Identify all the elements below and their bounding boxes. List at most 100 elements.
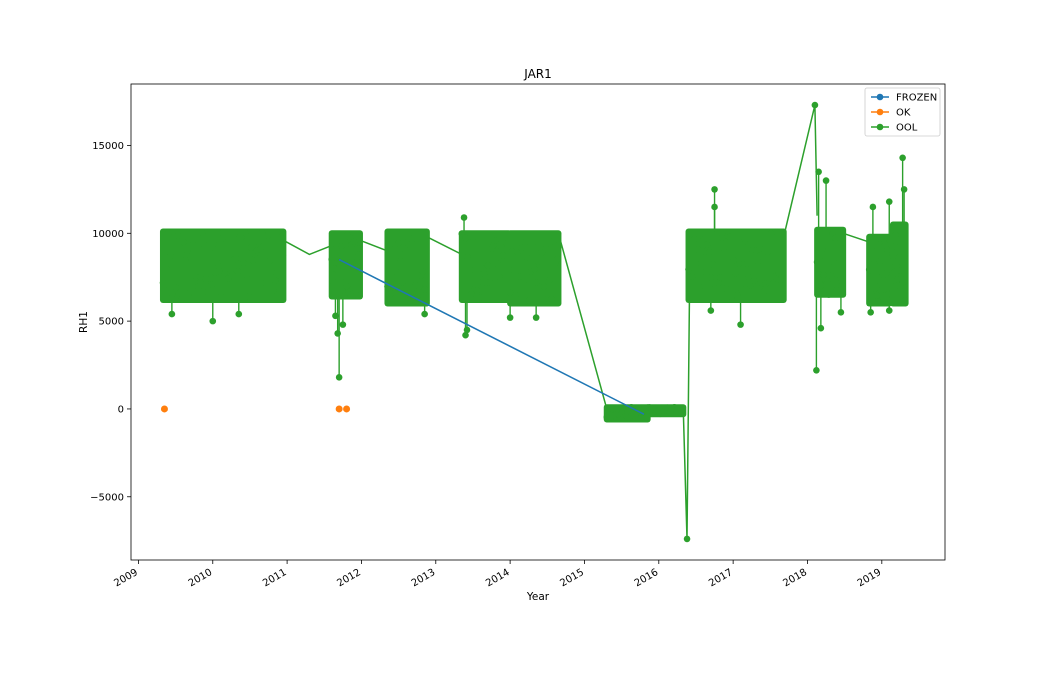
ool-point	[813, 258, 821, 266]
ool-point	[751, 277, 758, 284]
x-axis-title: Year	[526, 591, 550, 603]
ool-point	[520, 279, 527, 286]
legend-marker	[876, 123, 884, 131]
x-tick-label: 2019	[856, 567, 884, 589]
x-axis: 2009 2010 2011 2012 2013 2014 2015 2016 2017 2018…	[112, 560, 883, 589]
ool-point	[692, 260, 700, 268]
ool-point	[208, 281, 215, 288]
ool-point	[825, 291, 833, 298]
ool-point	[419, 268, 427, 276]
ool-point	[892, 231, 899, 239]
x-tick-label: 2017	[707, 567, 735, 589]
ool-point	[870, 260, 878, 268]
ool-point	[402, 287, 410, 294]
ool-connector	[283, 239, 332, 256]
ool-point	[351, 238, 358, 245]
ool-point	[711, 285, 719, 293]
ool-point	[900, 226, 907, 233]
ool-point	[242, 229, 249, 237]
ool-point	[553, 255, 561, 263]
ool-point	[161, 281, 169, 289]
ool-point	[722, 285, 730, 292]
ool-point	[683, 535, 691, 543]
ok-point	[343, 405, 351, 413]
ool-point	[833, 286, 840, 294]
legend-box	[864, 87, 941, 137]
ool-point	[506, 314, 514, 321]
ool-point	[626, 414, 633, 422]
ool-point	[550, 238, 557, 245]
ool-point	[463, 326, 471, 334]
ool-point	[811, 101, 819, 109]
ool-point	[867, 309, 874, 316]
x-tick-label: 2014	[484, 567, 512, 589]
ool-point	[700, 236, 707, 243]
y-axis: −5000 0 5000 10000 15000	[90, 141, 131, 503]
ool-point	[506, 289, 514, 297]
ool-point	[521, 238, 529, 246]
ool-point	[637, 414, 644, 422]
series-ool	[159, 101, 909, 543]
ool-point	[705, 248, 713, 256]
ool-point	[499, 252, 507, 259]
ool-point	[270, 287, 277, 294]
ool-point	[335, 260, 343, 267]
legend-label: OK	[896, 108, 911, 119]
ool-point	[881, 241, 889, 249]
ool-point	[715, 279, 722, 287]
ool-point	[531, 265, 538, 273]
ool-point	[247, 244, 255, 251]
ool-point	[535, 258, 542, 265]
ool-point	[467, 290, 475, 298]
ool-point	[387, 290, 395, 297]
ool-point	[494, 260, 501, 267]
ool-point	[184, 247, 191, 255]
ool-point	[514, 249, 521, 256]
ool-point	[204, 288, 212, 296]
y-tick-label: 15000	[92, 141, 124, 152]
ool-point	[745, 273, 752, 281]
ool-point	[180, 238, 187, 246]
y-tick-label: 10000	[92, 229, 124, 240]
ool-point	[335, 374, 343, 381]
ool-point	[711, 203, 718, 211]
ool-point	[624, 408, 631, 416]
ool-point	[336, 275, 344, 283]
ool-point	[883, 246, 891, 254]
ool-point	[832, 234, 839, 242]
ool-point	[416, 283, 423, 290]
ool-point	[720, 248, 728, 256]
ool-point	[508, 248, 516, 255]
ool-point	[486, 279, 494, 286]
ool-point	[393, 269, 401, 276]
ool-point	[885, 307, 893, 314]
ool-point	[709, 261, 717, 268]
ool-point	[901, 297, 909, 304]
ool-point	[734, 291, 741, 299]
ool-point	[696, 283, 704, 291]
ool-point	[484, 262, 492, 269]
ool-point	[889, 252, 897, 260]
ool-point	[707, 274, 715, 281]
ool-point	[346, 234, 354, 242]
ool-point	[754, 258, 762, 266]
ool-point	[767, 230, 775, 237]
ool-point	[838, 277, 846, 285]
ool-point	[264, 232, 272, 239]
plot-area	[131, 84, 945, 560]
ool-point	[187, 288, 195, 295]
ool-point	[868, 243, 876, 250]
ool-point	[223, 239, 230, 246]
ool-point	[685, 266, 692, 273]
x-tick-label: 2009	[112, 567, 140, 589]
ool-point	[279, 251, 287, 259]
ool-point	[169, 290, 176, 298]
ool-point	[678, 407, 685, 415]
chart-title: JAR1	[523, 67, 552, 81]
x-tick-label: 2012	[335, 567, 363, 589]
ool-point	[277, 234, 285, 241]
ool-point	[773, 228, 781, 236]
ool-point	[260, 293, 268, 300]
ool-connector	[557, 233, 608, 410]
ool-point	[219, 229, 227, 237]
